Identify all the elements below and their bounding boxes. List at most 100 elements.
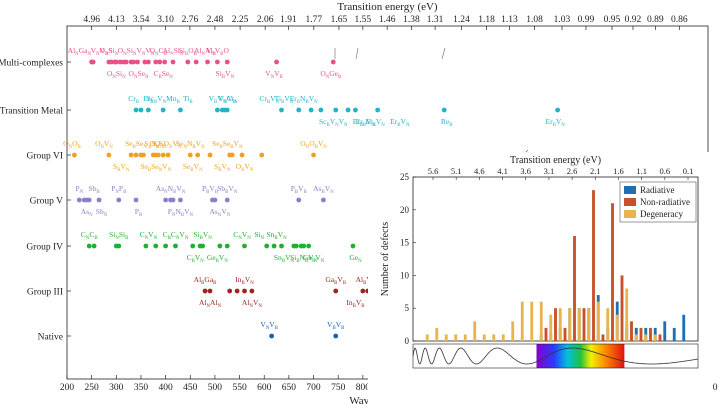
defect-label: SBVN [113, 162, 130, 173]
data-point [128, 152, 134, 158]
defect-label: PB [135, 207, 142, 218]
defect-label: SbB [89, 184, 100, 195]
data-point [86, 197, 92, 203]
data-point [170, 197, 176, 203]
defect-label: AlNVN [242, 298, 262, 309]
x2-tick-label: 1.46 [379, 15, 396, 25]
defect-label: CNVN [140, 230, 158, 241]
bar [634, 334, 638, 341]
defect-label: SiN [254, 230, 264, 241]
data-point [123, 59, 129, 65]
data-point [441, 107, 447, 113]
inset-x2-tick-label: 0.1 [683, 166, 694, 176]
bar [530, 301, 534, 341]
bar [625, 288, 629, 341]
defect-label: SbBVN [217, 184, 238, 195]
x2-tick-label: 0.95 [604, 15, 621, 25]
bar [425, 334, 429, 341]
data-point [135, 59, 140, 65]
bar [639, 327, 643, 341]
defect-label: AsBVN [313, 184, 334, 195]
bar [611, 203, 614, 341]
bar [601, 334, 605, 341]
x2-tick-label: 3.54 [133, 15, 150, 25]
data-point [279, 243, 284, 249]
data-point [163, 243, 169, 249]
x2-tick-label: 0.99 [578, 15, 595, 25]
data-point [353, 107, 358, 113]
data-point [178, 197, 183, 203]
bar [554, 308, 557, 341]
data-point [133, 152, 139, 158]
defect-label: SiBVN [216, 69, 235, 80]
defect-label: ONSiN [107, 69, 126, 80]
data-point [108, 59, 114, 65]
defect-label: AsNVN [209, 207, 230, 218]
defect-label: PBVB [291, 184, 307, 195]
defect-label: CNVN [233, 230, 251, 241]
defect-label: VBVN [209, 94, 227, 105]
data-point [214, 107, 220, 113]
defect-label: ONSN [150, 139, 167, 150]
data-point [242, 288, 247, 294]
category-label: Group IV [26, 243, 63, 253]
defect-label: CrN [227, 94, 239, 105]
data-point [274, 59, 279, 65]
defect-label: ONSiN [100, 46, 119, 57]
defect-label: ErBNBVN [290, 94, 318, 105]
data-point [333, 333, 339, 339]
defect-label: OBVN [95, 139, 113, 150]
data-point [333, 107, 339, 113]
data-point [293, 243, 299, 249]
x-tick-label: 750 [331, 383, 346, 393]
data-point [345, 107, 351, 113]
data-point [153, 59, 159, 65]
data-point [214, 59, 220, 65]
inset-series-non-radiative [544, 190, 662, 341]
inset-x2-tick-label: 2.6 [567, 166, 578, 176]
x2-tick-label: 1.55 [355, 15, 372, 25]
bar [539, 301, 543, 341]
x2-tick-label: 2.25 [232, 15, 249, 25]
defect-label: ErBVN [546, 117, 566, 128]
bar [568, 308, 572, 341]
x2-tick-label: 2.48 [207, 15, 224, 25]
legend-label: Non-radiative [640, 197, 690, 207]
category-label: Group VI [26, 152, 63, 162]
defect-label: SeBSeN [125, 139, 147, 150]
data-point [142, 59, 148, 65]
defect-label: CBVN [187, 253, 205, 264]
defect-label: SBVN [214, 162, 231, 173]
data-point [71, 152, 77, 158]
inset-x2-tick-label: 5.6 [428, 166, 439, 176]
x-tick-label: 700 [306, 383, 321, 393]
bar [473, 321, 477, 341]
data-point [308, 107, 314, 113]
data-point [138, 107, 144, 113]
defect-label: ErBVN [356, 117, 376, 128]
data-point [234, 288, 240, 294]
bar [596, 301, 600, 341]
data-point [91, 243, 97, 249]
defect-label: SiBVN [193, 230, 212, 241]
data-point [224, 59, 230, 65]
x2-tick-label: 4.96 [83, 15, 100, 25]
data-point [271, 243, 277, 249]
inset-series-degeneracy [425, 288, 657, 341]
bar [558, 308, 562, 341]
data-point [145, 59, 151, 65]
x2-tick-label: 4.13 [108, 15, 125, 25]
x-tick-label: 200 [60, 383, 75, 393]
data-point [212, 197, 218, 203]
inset-y-tick-label: 5 [405, 303, 410, 313]
data-point [207, 288, 213, 294]
data-point [133, 197, 139, 203]
data-point [90, 59, 96, 65]
defect-label: SiBNBVN [290, 253, 318, 264]
data-point [242, 243, 247, 249]
data-point [96, 197, 102, 203]
data-point [301, 243, 307, 249]
defect-label: ScBVNMnB [146, 94, 179, 105]
defect-label: SeBSeNVN [140, 162, 171, 173]
